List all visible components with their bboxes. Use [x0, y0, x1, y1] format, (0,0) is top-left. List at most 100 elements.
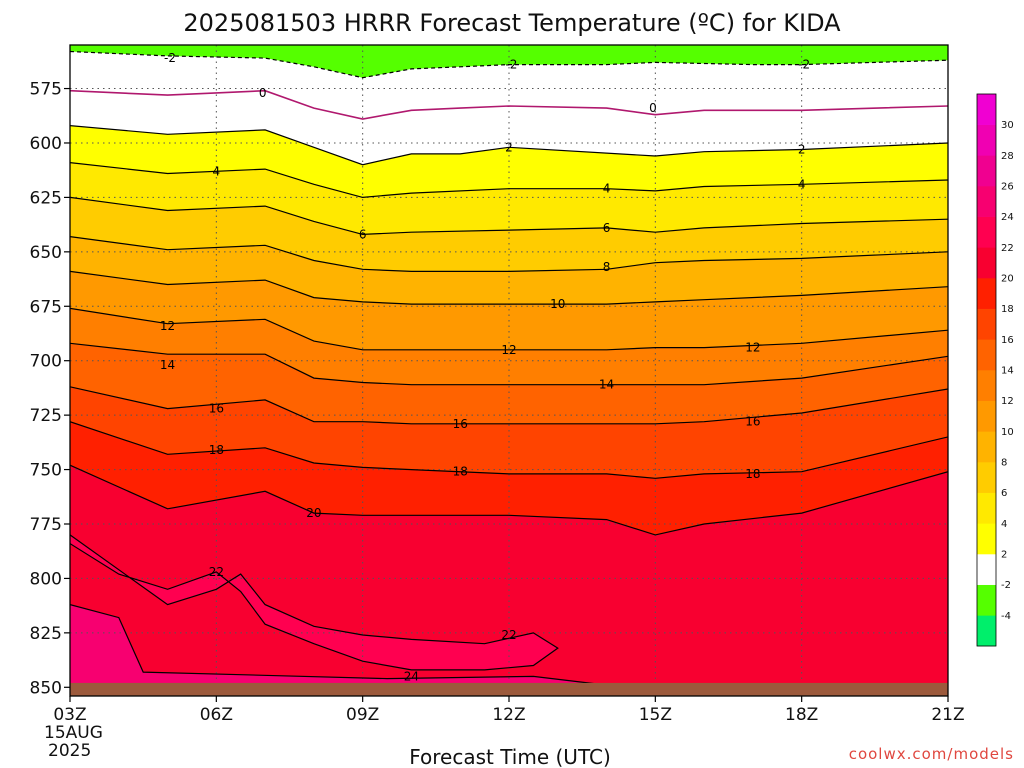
- y-tick-label: 600: [30, 134, 62, 154]
- isotherm-16: [70, 386, 948, 425]
- colorbar-border: [976, 93, 997, 647]
- x-tick-label: 09Z: [346, 705, 379, 725]
- colorbar-swatch: [977, 462, 996, 493]
- isotherm-label: 16: [209, 402, 224, 416]
- colorbar-swatch: [977, 554, 996, 585]
- isotherm-label: 18: [453, 465, 468, 479]
- grid-lines: [70, 45, 948, 696]
- isotherm-label: 4: [603, 182, 611, 196]
- isotherm-label: 14: [599, 378, 614, 392]
- colorbar-tick-label: 24: [1001, 212, 1014, 223]
- colorbar-tick-label: 10: [1001, 427, 1014, 438]
- isotherm-label: 12: [501, 343, 516, 357]
- isotherm-label: 12: [160, 319, 175, 333]
- colorbar-swatch: [977, 308, 996, 340]
- isotherm-label: 12: [745, 341, 760, 355]
- isotherm-label: 18: [209, 443, 224, 457]
- isotherm-label: 6: [359, 227, 367, 241]
- isotherm-label: 2: [798, 143, 806, 157]
- isotherm-label: 8: [603, 260, 611, 274]
- y-tick-label: 750: [30, 461, 62, 481]
- colorbar-tick-label: 20: [1001, 274, 1014, 285]
- isotherm-label: -2: [505, 58, 517, 72]
- colorbar-tick-label: 28: [1001, 151, 1014, 162]
- y-axis-ticks: 575 600 625 650 675 700 725 750 775 800 825 850: [30, 80, 70, 698]
- isotherm-m2: [70, 50, 948, 79]
- colorbar-swatch: [977, 523, 996, 555]
- isotherm-10: [70, 270, 948, 305]
- colorbar-tick-label: -2: [1001, 580, 1011, 591]
- x-tick-label: 15Z: [639, 705, 672, 725]
- ground-below-surface: [70, 682, 948, 696]
- isotherm-4: [70, 162, 948, 199]
- colorbar-swatch: [977, 431, 996, 463]
- isotherm-0: [70, 89, 948, 120]
- temp-band-22: [70, 534, 558, 696]
- y-tick-label: 625: [30, 188, 62, 208]
- x-start-date-day: 15AUG: [44, 723, 103, 743]
- isotherm-label: 24: [404, 669, 419, 683]
- credit-link[interactable]: coolwx.com/models: [849, 745, 1014, 763]
- isotherm-label: 14: [160, 358, 175, 372]
- colorbar-tick-label: 14: [1001, 366, 1014, 377]
- colorbar-swatch: [977, 186, 996, 217]
- y-tick-label: 775: [30, 515, 62, 535]
- colorbar-swatch: [977, 94, 996, 125]
- colorbar-tick-label: 30: [1001, 120, 1014, 131]
- colorbar-swatch: [977, 584, 996, 616]
- isotherm-6: [70, 196, 948, 236]
- colorbar-swatch: [977, 216, 996, 248]
- y-tick-label: 650: [30, 243, 62, 263]
- x-axis-ticks: 03Z 06Z 09Z 12Z 15Z 18Z 21Z: [53, 696, 965, 725]
- y-tick-label: 725: [30, 406, 62, 426]
- isotherm-2: [70, 125, 948, 166]
- colorbar-swatch: [977, 615, 996, 647]
- isotherm-label: 20: [306, 506, 321, 520]
- y-tick-label: 575: [30, 80, 62, 100]
- x-start-date-year: 2025: [48, 741, 91, 761]
- y-tick-label: 850: [30, 678, 62, 698]
- colorbar-tick-label: 2: [1001, 550, 1007, 561]
- isotherm-label: 4: [213, 164, 221, 178]
- isotherm-label: 22: [209, 565, 224, 579]
- colorbar-tick-label: 6: [1001, 488, 1007, 499]
- colorbar-swatch: [977, 400, 996, 432]
- y-tick-label: 800: [30, 569, 62, 589]
- temp-band-20: [70, 465, 948, 696]
- colorbar-swatch: [977, 370, 996, 401]
- chart-title: 2025081503 HRRR Forecast Temperature (ºC…: [183, 9, 841, 37]
- isotherm-8: [70, 236, 948, 272]
- isotherm-label: 10: [550, 297, 565, 311]
- colorbar-swatch: [977, 278, 996, 309]
- y-tick-label: 675: [30, 297, 62, 317]
- isotherm-22: [70, 534, 559, 671]
- colorbar-tick-label: 26: [1001, 182, 1014, 193]
- isotherm-label: 6: [603, 221, 611, 235]
- colorbar-tick-label: 8: [1001, 458, 1007, 469]
- isotherm-label: 16: [745, 415, 760, 429]
- colorbar-swatch: [977, 247, 996, 279]
- isotherm-label: 16: [453, 417, 468, 431]
- colorbar-swatch: [977, 124, 996, 156]
- isotherm-label: -2: [798, 58, 810, 72]
- colorbar-tick-label: 16: [1001, 335, 1014, 346]
- plot-area: [70, 45, 948, 696]
- y-tick-label: 700: [30, 352, 62, 372]
- isotherm-label: 2: [505, 140, 513, 154]
- x-tick-label: 21Z: [931, 705, 964, 725]
- colorbar-tick-label: 18: [1001, 304, 1014, 315]
- colorbar-swatch: [977, 492, 996, 524]
- colorbar-tick-label: 22: [1001, 243, 1014, 254]
- isotherm-label: 18: [745, 467, 760, 481]
- colorbar-tick-label: 12: [1001, 396, 1014, 407]
- colorbar-swatch: [977, 339, 996, 371]
- y-tick-label: 825: [30, 624, 62, 644]
- x-tick-label: 03Z: [53, 705, 86, 725]
- x-tick-label: 12Z: [492, 705, 525, 725]
- isotherm-label: 0: [259, 86, 267, 100]
- x-tick-label: 18Z: [785, 705, 818, 725]
- isotherm-20: [70, 464, 948, 536]
- colorbar-tick-label: -4: [1001, 611, 1011, 622]
